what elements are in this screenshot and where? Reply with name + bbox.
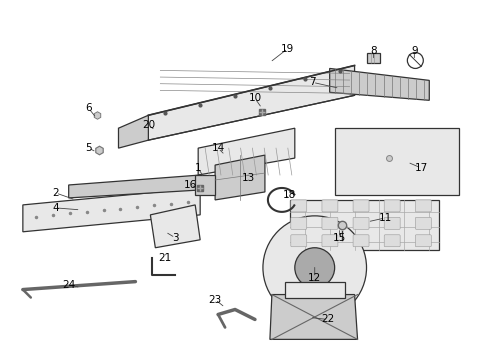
Text: 20: 20 [142,120,155,130]
Text: 7: 7 [309,77,315,87]
Polygon shape [195,175,215,195]
FancyBboxPatch shape [321,235,337,247]
FancyBboxPatch shape [321,200,337,212]
Polygon shape [150,205,200,248]
Polygon shape [215,155,264,200]
Text: 24: 24 [62,280,75,289]
Text: 10: 10 [248,93,261,103]
Polygon shape [285,282,344,298]
FancyBboxPatch shape [352,235,368,247]
Polygon shape [289,200,438,250]
Text: 14: 14 [211,143,224,153]
Polygon shape [329,68,428,100]
FancyBboxPatch shape [414,217,430,229]
Text: 8: 8 [369,45,376,55]
FancyBboxPatch shape [414,235,430,247]
Polygon shape [68,175,200,198]
Text: 17: 17 [414,163,427,173]
FancyBboxPatch shape [384,200,399,212]
Text: 11: 11 [378,213,391,223]
Circle shape [294,248,334,288]
Text: 21: 21 [159,253,172,263]
Text: 4: 4 [52,203,59,213]
Text: 1: 1 [195,163,201,173]
FancyBboxPatch shape [290,200,306,212]
Text: 13: 13 [241,173,254,183]
Text: 9: 9 [410,45,417,55]
Polygon shape [23,188,200,232]
Polygon shape [118,115,148,148]
Polygon shape [269,294,357,339]
Text: 12: 12 [307,273,321,283]
FancyBboxPatch shape [414,200,430,212]
Text: 16: 16 [183,180,197,190]
Text: 23: 23 [208,294,221,305]
Polygon shape [334,128,458,195]
Text: 2: 2 [52,188,59,198]
FancyBboxPatch shape [290,235,306,247]
Bar [366,54,380,63]
Circle shape [263,216,366,319]
Text: 15: 15 [332,233,346,243]
Polygon shape [148,66,354,140]
Text: 18: 18 [283,190,296,200]
FancyBboxPatch shape [290,217,306,229]
FancyBboxPatch shape [384,235,399,247]
Text: 22: 22 [321,314,334,324]
FancyBboxPatch shape [352,200,368,212]
Text: 3: 3 [172,233,178,243]
FancyBboxPatch shape [352,217,368,229]
Text: 6: 6 [85,103,92,113]
Text: 19: 19 [281,44,294,54]
FancyBboxPatch shape [384,217,399,229]
Text: 5: 5 [85,143,92,153]
FancyBboxPatch shape [321,217,337,229]
Polygon shape [198,128,294,175]
